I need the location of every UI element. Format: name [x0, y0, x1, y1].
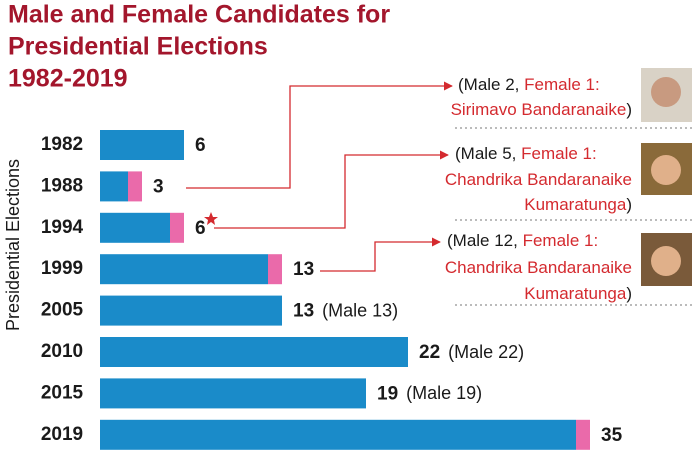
bar-segment — [100, 295, 282, 326]
star — [204, 212, 218, 225]
bar-segment — [100, 254, 268, 285]
bar-segment — [268, 254, 282, 285]
bar-segment — [100, 419, 576, 450]
y-axis-label: Presidential Elections — [3, 159, 23, 331]
callout-text: ) — [626, 284, 632, 303]
photos — [641, 68, 692, 286]
photo-face — [651, 155, 681, 185]
category-label: 2010 — [41, 341, 83, 362]
bar-segment — [128, 171, 142, 202]
bar-segment — [100, 212, 170, 243]
bar-segment — [100, 130, 184, 160]
total-label: 22 — [419, 342, 440, 363]
category-label: 1994 — [41, 217, 84, 238]
total-label: 13 — [293, 259, 314, 280]
bar-segment — [170, 212, 184, 243]
callout-lines — [186, 81, 453, 272]
callout-text: Female 1: — [523, 231, 599, 250]
callout-text: Female 1: — [521, 144, 597, 163]
photo-face — [651, 77, 681, 107]
callout-line: (Male 12, Female 1: — [447, 231, 598, 250]
callout-text: Chandrika Bandaranaike — [445, 258, 632, 277]
category-label: 1988 — [41, 175, 83, 196]
callout-text: ) — [626, 195, 632, 214]
category-label: 1999 — [41, 258, 83, 279]
total-label: 13 — [293, 301, 314, 322]
callout-text: Sirimavo Bandaranaike — [451, 100, 627, 119]
total-label: 3 — [153, 176, 164, 197]
note: (Male 19) — [406, 383, 482, 403]
callout-line: Chandrika Bandaranaike — [445, 258, 632, 277]
callout-arrow — [320, 237, 441, 272]
bar-segment — [576, 419, 590, 450]
bar-segment — [100, 378, 366, 409]
callout-text: ) — [626, 100, 632, 119]
category-label: 2019 — [41, 424, 83, 445]
callout-line: Sirimavo Bandaranaike) — [451, 100, 632, 119]
callout-text: (Male 2, — [458, 75, 524, 94]
chart-title: Male and Female Candidates for — [8, 1, 390, 29]
bar-segment — [100, 171, 128, 202]
total-label: 6 — [195, 218, 206, 239]
total-label: 19 — [377, 383, 398, 404]
chart-title: Presidential Elections — [8, 33, 268, 61]
callout-text: Kumaratunga — [524, 195, 627, 214]
callout-line: Kumaratunga) — [524, 195, 632, 214]
callout-arrow — [186, 81, 453, 189]
note: (Male 22) — [448, 342, 524, 362]
chart-subtitle: 1982-2019 — [8, 65, 128, 93]
callout-line: Chandrika Bandaranaike — [445, 170, 632, 189]
note: (Male 13) — [322, 300, 398, 320]
callout-text: (Male 12, — [447, 231, 523, 250]
callout-line: (Male 5, Female 1: — [455, 144, 597, 163]
total-label: 35 — [601, 425, 623, 446]
category-label: 1982 — [41, 134, 83, 155]
total-label: 6 — [195, 135, 206, 156]
category-label: 2005 — [41, 300, 84, 321]
callout-line: Kumaratunga) — [524, 284, 632, 303]
callout-arrow — [214, 150, 449, 229]
bar-segment — [100, 337, 408, 367]
callout-text: Chandrika Bandaranaike — [445, 170, 632, 189]
callout-line: (Male 2, Female 1: — [458, 75, 600, 94]
category-label: 2015 — [41, 382, 84, 403]
callout-text: Kumaratunga — [524, 284, 627, 303]
callout-text: Female 1: — [524, 75, 600, 94]
photo-face — [651, 246, 681, 276]
callout-text: (Male 5, — [455, 144, 521, 163]
